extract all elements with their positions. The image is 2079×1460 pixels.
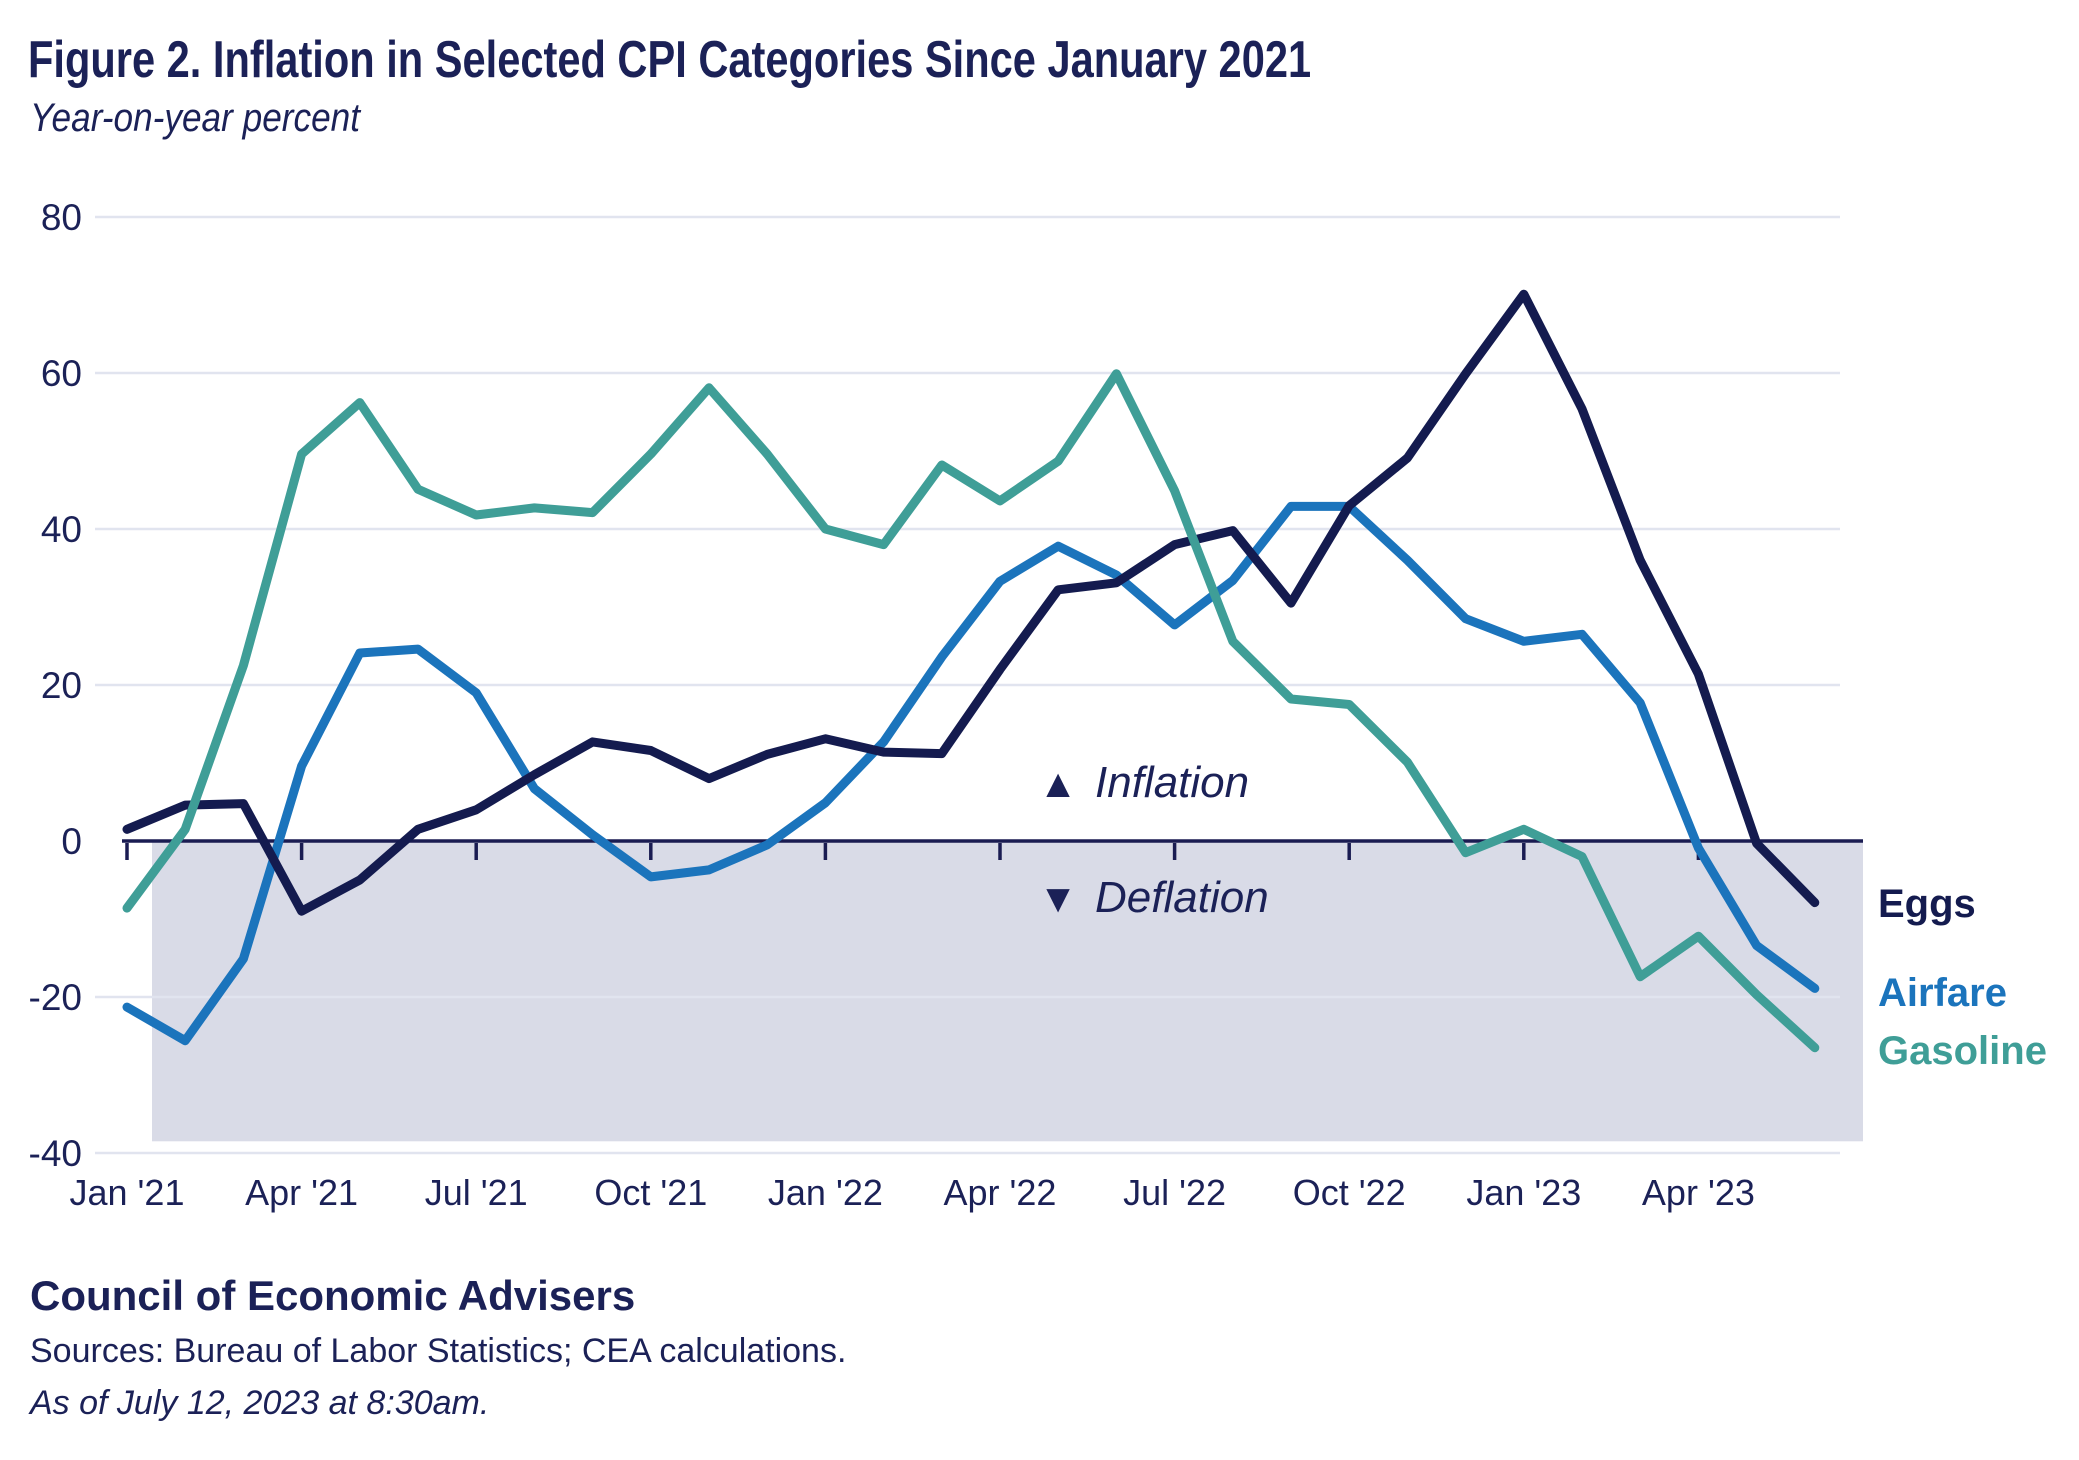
- data-series-layer: [122, 289, 1820, 1053]
- y-tick-label-40: 40: [41, 509, 82, 550]
- x-tick-label-Jan-22: Jan '22: [768, 1172, 883, 1213]
- y-axis-units-subtitle: Year-on-year percent: [30, 96, 405, 141]
- y-tick-label-20: 20: [41, 665, 82, 706]
- series-label-airfare: Airfare: [1878, 971, 2007, 1015]
- inflation-annotation: ▲ Inflation: [1038, 758, 1249, 807]
- page-title: Figure 2. Inflation in Selected CPI Cate…: [28, 30, 1632, 90]
- line-series-eggs: [122, 289, 1820, 916]
- y-tick-label-60: 60: [41, 353, 82, 394]
- x-tick-label-Jan-21: Jan '21: [70, 1172, 185, 1213]
- footer-sources: Sources: Bureau of Labor Statistics; CEA…: [30, 1332, 847, 1370]
- x-tick-label-Apr-23: Apr '23: [1642, 1172, 1755, 1213]
- x-tick-label-Apr-21: Apr '21: [245, 1172, 358, 1213]
- deflation-shaded-region-layer: [152, 841, 1863, 1142]
- x-tick-label-Oct-22: Oct '22: [1293, 1172, 1406, 1213]
- series-label-eggs: Eggs: [1878, 882, 1976, 926]
- line-series-gasoline: [122, 369, 1820, 1053]
- x-tick-label-Oct-21: Oct '21: [594, 1172, 707, 1213]
- footer-as-of-timestamp: As of July 12, 2023 at 8:30am.: [30, 1384, 490, 1422]
- line-series-airfare: [122, 501, 1820, 1046]
- y-axis-tick-labels: 80 60 40 20 0 -20 -40: [29, 197, 82, 1174]
- deflation-annotation: ▼ Deflation: [1038, 873, 1268, 922]
- gridline-layer: [95, 215, 1840, 1155]
- inflation-up-triangle-icon: ▲: [1038, 762, 1078, 806]
- x-tick-label-Jan-23: Jan '23: [1466, 1172, 1581, 1213]
- x-tick-label-Jul-22: Jul '22: [1123, 1172, 1226, 1213]
- deflation-annotation-label: Deflation: [1095, 873, 1269, 922]
- x-tick-label-Apr-22: Apr '22: [944, 1172, 1057, 1213]
- page-title-text: Figure 2. Inflation in Selected CPI Cate…: [28, 31, 1312, 89]
- x-tick-label-Jul-21: Jul '21: [425, 1172, 528, 1213]
- deflation-shaded-region: [152, 841, 1863, 1142]
- deflation-down-triangle-icon: ▼: [1038, 877, 1078, 921]
- inflation-annotation-label: Inflation: [1095, 758, 1249, 807]
- y-tick-label--20: -20: [29, 977, 82, 1018]
- y-tick-label-0: 0: [61, 821, 82, 862]
- footer-organization: Council of Economic Advisers: [30, 1272, 636, 1319]
- series-end-labels: Eggs Airfare Gasoline: [1878, 882, 2047, 1073]
- zero-axis-layer: [122, 839, 1863, 860]
- x-axis-tick-labels: Jan '21 Apr '21 Jul '21 Oct '21 Jan '22 Apr '…: [70, 1172, 1755, 1213]
- y-tick-label--40: -40: [29, 1133, 82, 1174]
- y-axis-units-text: Year-on-year percent: [30, 96, 361, 140]
- series-label-gasoline: Gasoline: [1878, 1029, 2047, 1073]
- y-tick-label-80: 80: [41, 197, 82, 238]
